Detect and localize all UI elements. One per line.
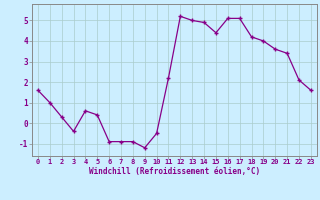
- X-axis label: Windchill (Refroidissement éolien,°C): Windchill (Refroidissement éolien,°C): [89, 167, 260, 176]
